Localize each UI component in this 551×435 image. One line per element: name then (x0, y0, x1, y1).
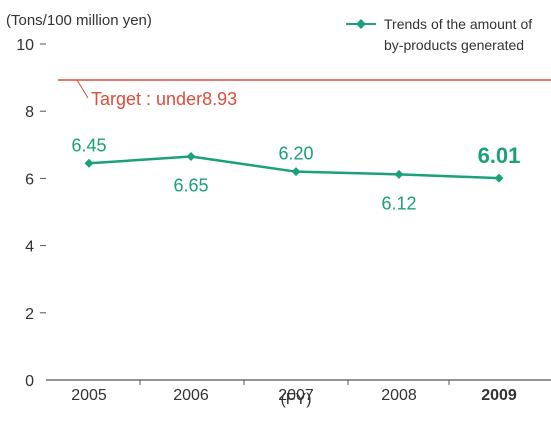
data-point-2005 (84, 158, 94, 168)
series-group: 6.45 6.65 6.20 6.12 6.01 (71, 135, 520, 213)
y-tick-label-2: 2 (25, 306, 34, 323)
data-point-2007 (291, 167, 301, 177)
legend-label-line-1: Trends of the amount of (384, 16, 532, 32)
data-point-2006 (186, 152, 196, 162)
x-tick-label-2009: 2009 (481, 387, 517, 404)
y-tick-label-4: 4 (25, 239, 34, 256)
data-label-2005: 6.45 (71, 135, 106, 155)
target-leader-line (76, 79, 89, 99)
data-label-2009: 6.01 (478, 143, 521, 168)
target-label: Target : under8.93 (91, 89, 237, 109)
data-point-2009 (494, 173, 504, 183)
y-axis-title: (Tons/100 million yen) (6, 12, 152, 29)
x-tick-label-2006: 2006 (173, 387, 209, 404)
data-label-2007: 6.20 (278, 144, 313, 164)
x-tick-label-2008: 2008 (381, 387, 417, 404)
data-point-2008 (394, 169, 404, 179)
data-label-2008: 6.12 (381, 193, 416, 213)
y-tick-label-10: 10 (16, 37, 34, 54)
x-axis: 2005 2006 2007 2008 2009 (46, 379, 551, 404)
legend-diamond-marker (356, 19, 366, 29)
legend: Trends of the amount of by-products gene… (346, 16, 532, 53)
y-tick-label-8: 8 (25, 104, 34, 121)
y-tick-label-0: 0 (25, 373, 34, 390)
data-label-2006: 6.65 (173, 176, 208, 196)
y-axis: 0 2 4 6 8 10 (16, 37, 46, 390)
y-tick-label-6: 6 (25, 171, 34, 188)
x-axis-title: (FY) (280, 391, 311, 408)
legend-label-line-2: by-products generated (384, 37, 524, 53)
target-line-group: Target : under8.93 (58, 79, 551, 109)
x-tick-label-2005: 2005 (71, 387, 107, 404)
x-tick-label-2007: 2007 (278, 387, 314, 404)
